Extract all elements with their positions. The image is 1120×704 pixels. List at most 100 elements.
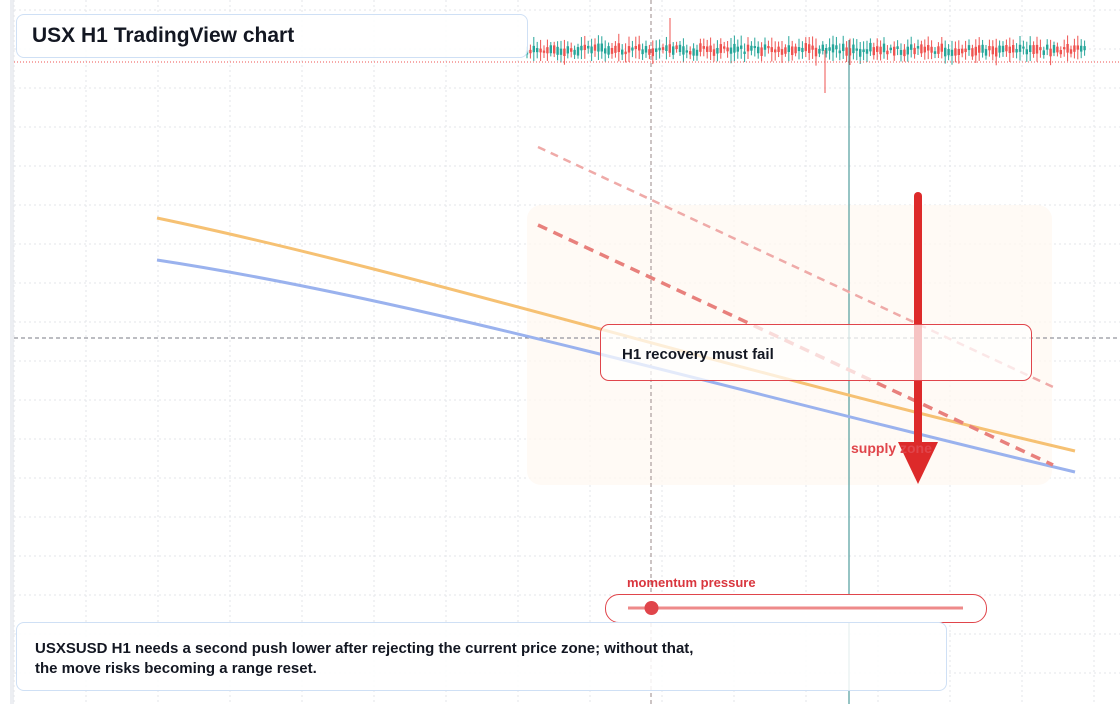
candle-body: [961, 48, 964, 54]
candle-body: [1080, 45, 1083, 52]
candle-body: [1052, 44, 1056, 53]
candle-body: [838, 50, 841, 54]
candle-body: [532, 45, 535, 53]
candle-body: [818, 48, 821, 54]
candle-body: [600, 43, 603, 52]
candle-body: [1029, 45, 1032, 52]
bearish-arrow-head: [898, 442, 938, 484]
left-toolbar-rail: [10, 0, 14, 704]
candle-body: [944, 47, 947, 57]
candle-body: [957, 48, 960, 56]
candle-body: [682, 46, 685, 55]
candle-body: [967, 45, 971, 51]
candle-body: [791, 46, 794, 56]
candle-body: [906, 46, 909, 55]
supply-zone-label: supply zone: [851, 440, 932, 456]
candle-body: [655, 48, 658, 52]
candle-body: [665, 45, 668, 51]
candle-body: [702, 46, 705, 49]
candle-body: [641, 49, 644, 55]
candle-body: [984, 49, 988, 56]
candle-body: [590, 46, 593, 54]
candle-body: [797, 47, 801, 52]
candle-body: [845, 47, 848, 56]
candle-body: [780, 49, 784, 55]
candle-body: [760, 47, 763, 56]
candle-body: [1025, 49, 1028, 55]
momentum-label: momentum pressure: [627, 575, 756, 590]
momentum-track-svg: [628, 601, 963, 615]
summary-line-1: USXSUSD H1 needs a second push lower aft…: [35, 640, 694, 657]
candle-body: [553, 45, 556, 54]
candle-body: [940, 43, 943, 52]
candle-body: [886, 50, 889, 55]
candle-body: [1066, 43, 1069, 53]
candle-body: [587, 45, 590, 49]
candle-body: [821, 44, 824, 51]
candle-body: [910, 44, 913, 50]
candle-body: [787, 45, 790, 52]
candle-body: [835, 45, 838, 50]
candle-body: [1032, 45, 1035, 55]
candle-body: [1015, 49, 1018, 53]
candle-body: [566, 46, 569, 54]
candle-body: [998, 45, 1001, 53]
candle-body: [947, 49, 950, 56]
summary-card: USXSUSD H1 needs a second push lower aft…: [16, 622, 947, 691]
callout-box: H1 recovery must fail: [600, 324, 1032, 381]
momentum-slider[interactable]: [605, 594, 987, 623]
chart-title: USX H1 TradingView chart: [32, 24, 295, 47]
candle-body: [699, 43, 702, 52]
candle-body: [712, 49, 716, 56]
lower-trend-line: [537, 223, 1054, 467]
candle-body: [804, 43, 807, 52]
candle-body: [559, 48, 563, 55]
candle-body: [784, 47, 787, 54]
candle-body: [723, 46, 726, 49]
candle-body: [757, 46, 760, 54]
candle-body: [678, 44, 682, 53]
candle-body: [736, 46, 739, 52]
candle-body: [814, 47, 818, 57]
candle-body: [954, 48, 957, 56]
candle-body: [709, 45, 712, 53]
candle-body: [828, 47, 831, 51]
candle-body: [570, 48, 573, 52]
candle-body: [1022, 46, 1025, 49]
candle-body: [811, 45, 814, 50]
candle-strip: [525, 18, 1086, 93]
candle-body: [1049, 48, 1052, 57]
candle-body: [733, 43, 736, 53]
candle-body: [672, 46, 675, 55]
candle-body: [876, 46, 879, 52]
momentum-knob[interactable]: [644, 601, 659, 615]
candle-body: [1001, 45, 1005, 53]
candle-body: [808, 44, 811, 53]
candle-body: [644, 46, 648, 53]
candle-body: [862, 49, 865, 53]
candle-body: [695, 49, 699, 56]
candle-body: [1046, 44, 1049, 50]
candle-body: [580, 45, 583, 51]
candle-body: [869, 42, 872, 52]
candle-body: [617, 43, 620, 52]
candle-body: [563, 48, 566, 57]
candle-body: [529, 49, 532, 54]
candle-body: [852, 44, 855, 54]
candle-body: [729, 47, 733, 54]
candle-body: [1069, 49, 1073, 54]
candle-body: [1063, 47, 1066, 50]
candle-body: [1073, 45, 1076, 52]
candle-body: [658, 47, 661, 51]
candle-body: [607, 46, 610, 55]
candle-body: [546, 47, 549, 54]
candle-body: [770, 47, 773, 53]
candle-body: [855, 48, 858, 51]
candle-body: [872, 47, 875, 56]
candle-body: [651, 48, 654, 57]
candle-body: [933, 51, 937, 54]
candle-body: [719, 44, 722, 53]
candle-body: [746, 44, 750, 52]
candle-body: [726, 47, 729, 52]
